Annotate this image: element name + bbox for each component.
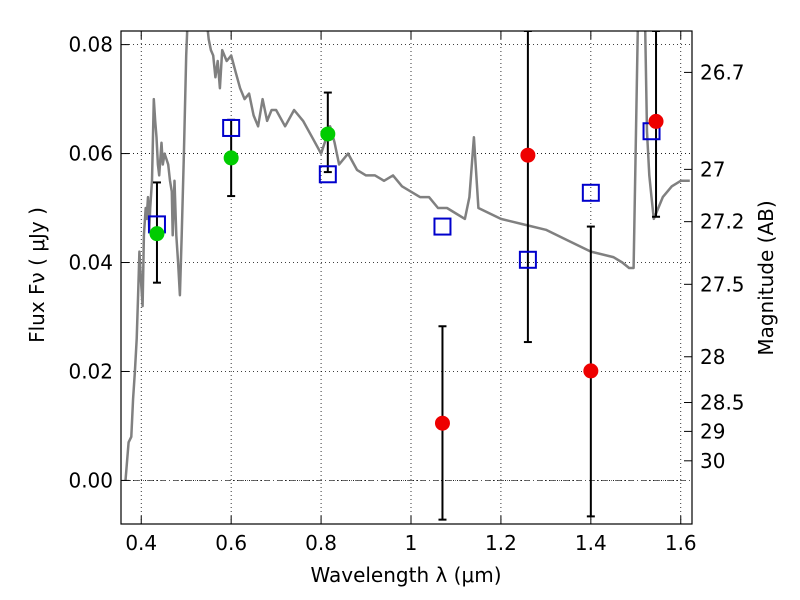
plot-frame: [120, 30, 693, 525]
right-axis-ticks: 26.7 27 27.2 27.5 28 28.5 29 30: [684, 60, 745, 473]
plot-area: [124, 31, 690, 521]
error-bars: [152, 31, 661, 521]
model-flux-squares: [147, 118, 661, 269]
x-tick-label: 0.4: [125, 531, 157, 555]
right-tick-label: 27: [700, 157, 725, 181]
model-flux-square: [581, 183, 600, 202]
y-tick-label: 0.06: [68, 142, 113, 166]
right-tick-label: 27.2: [700, 210, 745, 234]
detection-point: [320, 126, 336, 142]
y-tick-label: 0.00: [68, 468, 113, 492]
right-tick-label: 28.5: [700, 391, 745, 415]
grid-lines: [121, 31, 692, 524]
right-tick-label: 29: [700, 419, 725, 443]
x-tick-label: 1.4: [575, 531, 607, 555]
nondetection-point: [583, 363, 599, 379]
model-sed-line: [124, 31, 690, 481]
model-flux-square: [433, 217, 452, 236]
y-tick-label: 0.08: [68, 33, 113, 57]
x-tick-label: 1.6: [665, 531, 697, 555]
nondetection-point: [520, 147, 536, 163]
model-flux-square: [318, 165, 337, 184]
x-axis-label: Wavelength λ (μm): [310, 563, 501, 587]
right-tick-label: 28: [700, 345, 725, 369]
x-tick-label: 0.8: [305, 531, 337, 555]
y-tick-label: 0.04: [68, 251, 113, 275]
y-axis-ticks: 0.00 0.02 0.04 0.06 0.08: [68, 33, 129, 492]
right-tick-label: 30: [700, 449, 725, 473]
right-axis-label: Magnitude (AB): [754, 200, 778, 355]
y-axis-label: Flux Fν ( μJy ): [25, 207, 49, 343]
model-flux-square: [518, 250, 537, 269]
right-tick-label: 26.7: [700, 60, 745, 84]
x-tick-label: 0.6: [215, 531, 247, 555]
right-tick-label: 27.5: [700, 272, 745, 296]
detection-point: [223, 150, 239, 166]
detection-point: [149, 226, 165, 242]
x-tick-label: 1.2: [485, 531, 517, 555]
nondetection-point: [434, 415, 450, 431]
y-tick-label: 0.02: [68, 359, 113, 383]
x-tick-label: 1: [405, 531, 418, 555]
nondetection-point: [648, 113, 664, 129]
model-flux-square: [222, 118, 241, 137]
x-axis-ticks: 0.4 0.6 0.8 1 1.2 1.4 1.6: [125, 31, 697, 555]
observed-flux-points: [149, 113, 664, 431]
